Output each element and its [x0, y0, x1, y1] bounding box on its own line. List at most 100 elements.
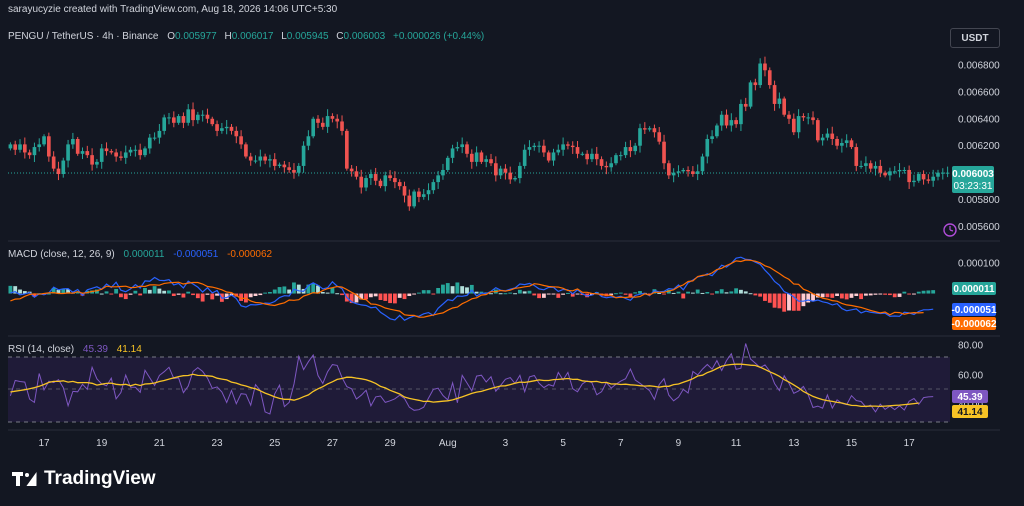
- candle: [599, 159, 604, 166]
- candle: [556, 149, 561, 153]
- candle: [868, 163, 873, 169]
- candle: [614, 155, 618, 164]
- rsi-pane[interactable]: [9, 343, 934, 415]
- candle: [469, 153, 474, 162]
- macd-signal-line: [10, 259, 924, 318]
- macd-histogram-bar: [205, 293, 210, 295]
- macd-histogram-bar: [748, 293, 753, 295]
- candle: [628, 147, 633, 152]
- macd-histogram-bar: [22, 291, 27, 294]
- macd-histogram-bar: [56, 289, 61, 294]
- candle: [364, 178, 368, 188]
- symbol-legend[interactable]: PENGU / TetherUS · 4h · Binance O0.00597…: [8, 31, 484, 42]
- candle: [268, 159, 272, 161]
- candle: [705, 138, 710, 157]
- candle: [369, 174, 373, 179]
- macd-histogram-bar: [109, 293, 114, 295]
- candle: [671, 172, 676, 176]
- time-axis-label: 29: [385, 438, 397, 449]
- candle: [99, 148, 104, 162]
- macd-histogram-bar: [128, 293, 133, 295]
- candle: [940, 172, 945, 174]
- rsi-axis-label: 80.00: [958, 340, 983, 351]
- macd-histogram-bar: [849, 293, 854, 298]
- macd-histogram-bar: [66, 289, 70, 294]
- macd-line-badge: [952, 303, 996, 316]
- macd-histogram-bar: [421, 290, 426, 294]
- macd-histogram-bar: [373, 293, 378, 297]
- candle: [119, 156, 123, 158]
- macd-legend[interactable]: MACD (close, 12, 26, 9) 0.000011 -0.0000…: [8, 249, 273, 260]
- candle: [460, 144, 465, 148]
- price-pane[interactable]: [8, 56, 950, 211]
- macd-pane[interactable]: [8, 256, 936, 322]
- macd-histogram-bar: [690, 292, 695, 294]
- macd-histogram-bar: [719, 289, 724, 294]
- candle: [546, 152, 551, 161]
- time-axis-label: 17: [904, 438, 916, 449]
- macd-histogram-bar: [61, 288, 66, 294]
- candle: [493, 163, 498, 176]
- macd-histogram-bar: [614, 293, 618, 295]
- macd-line: [10, 256, 934, 322]
- macd-histogram-bar: [325, 292, 330, 294]
- candle: [51, 156, 56, 169]
- macd-histogram-bar: [513, 293, 517, 295]
- macd-histogram-bar: [498, 293, 503, 295]
- rsi-badge-value: 45.39: [957, 392, 982, 403]
- macd-histogram-bar: [186, 291, 191, 294]
- candle: [575, 147, 580, 154]
- macd-histogram-bar: [681, 293, 686, 299]
- macd-histogram-bar: [839, 293, 844, 299]
- macd-histogram-bar: [844, 293, 849, 300]
- candle: [71, 138, 75, 145]
- candle: [772, 85, 777, 104]
- change-value: +0.000026 (+0.44%): [393, 31, 484, 42]
- macd-histogram-bar: [378, 293, 383, 300]
- clock-icon[interactable]: [943, 223, 957, 237]
- macd-histogram-bar: [892, 293, 897, 298]
- candle: [248, 156, 253, 161]
- macd-histogram-bar: [191, 293, 195, 296]
- candle: [936, 172, 940, 177]
- rsi-title[interactable]: RSI (14, close): [8, 344, 74, 355]
- candle: [373, 174, 378, 181]
- candle: [330, 116, 335, 119]
- macd-histogram-bar: [99, 293, 104, 295]
- macd-histogram-bar: [349, 293, 354, 304]
- candle: [566, 144, 570, 146]
- last-price-badge: [952, 166, 994, 193]
- candle: [205, 114, 210, 119]
- low-label: L: [281, 31, 287, 42]
- candle: [897, 169, 902, 172]
- macd-histogram-bar: [551, 293, 556, 295]
- macd-title[interactable]: MACD (close, 12, 26, 9): [8, 249, 115, 260]
- candle: [830, 133, 835, 139]
- candle: [542, 145, 546, 153]
- candle: [479, 152, 484, 162]
- macd-histogram-bar: [695, 289, 700, 294]
- macd-axis-label: 0.000100: [958, 258, 1000, 269]
- macd-histogram-bar: [239, 293, 244, 301]
- macd-histogram-bar: [916, 291, 921, 294]
- candle: [508, 172, 513, 180]
- candle: [157, 130, 162, 138]
- candle: [513, 178, 517, 180]
- macd-histogram-bar: [426, 290, 431, 294]
- symbol-name[interactable]: PENGU / TetherUS · 4h · Binance: [8, 31, 159, 42]
- candle: [844, 140, 849, 144]
- candle: [18, 144, 22, 150]
- currency-button[interactable]: USDT: [950, 28, 1000, 48]
- candle: [676, 171, 681, 173]
- macd-histogram-bar: [455, 282, 460, 294]
- candle: [767, 70, 772, 86]
- candle: [811, 117, 815, 121]
- rsi-legend[interactable]: RSI (14, close) 45.39 41.14: [8, 344, 142, 355]
- macd-histogram-bar: [527, 290, 532, 294]
- macd-histogram-bar: [460, 286, 465, 294]
- macd-histogram-bar: [912, 293, 916, 295]
- candle: [816, 120, 820, 141]
- tradingview-logo[interactable]: TradingView: [12, 468, 156, 490]
- candle: [638, 128, 642, 146]
